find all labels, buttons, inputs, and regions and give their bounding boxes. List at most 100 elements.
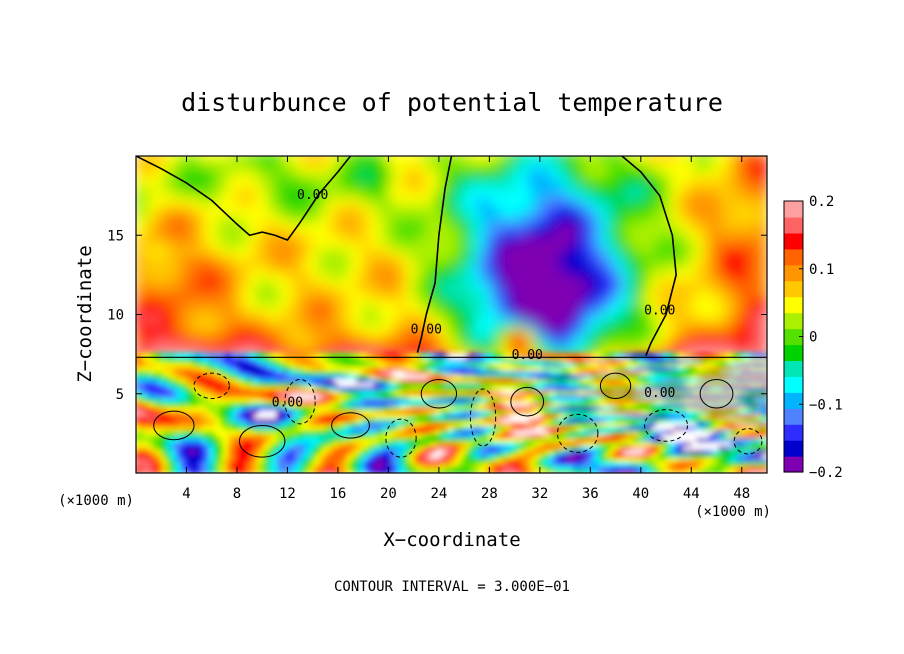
field-cell — [431, 208, 440, 218]
field-cell — [633, 348, 642, 357]
field-cell — [271, 424, 279, 431]
field-cell — [377, 372, 385, 379]
field-cell — [289, 368, 297, 375]
field-cell — [316, 408, 323, 415]
field-cell — [248, 278, 257, 287]
field-cell — [373, 412, 380, 419]
field-cell — [450, 253, 459, 262]
field-cell — [570, 227, 579, 237]
field-cell — [286, 221, 295, 230]
field-cell — [218, 420, 226, 427]
field-cell — [185, 183, 194, 192]
field-cell — [305, 316, 314, 326]
field-cell — [349, 329, 358, 338]
field-cell — [342, 448, 350, 455]
field-cell — [174, 420, 182, 427]
field-cell — [271, 380, 279, 387]
field-cell — [136, 468, 142, 473]
field-cell — [608, 158, 617, 167]
field-cell — [254, 416, 261, 423]
field-cell — [595, 177, 604, 186]
field-cell — [639, 227, 649, 237]
field-cell — [715, 196, 724, 205]
field-cell — [249, 380, 257, 387]
field-cell — [589, 202, 598, 211]
field-cell — [229, 297, 238, 306]
field-cell — [241, 380, 248, 387]
field-cell — [245, 412, 252, 419]
field-cell — [381, 348, 390, 357]
field-cell — [148, 428, 155, 435]
field-cell — [311, 384, 319, 391]
field-cell — [614, 196, 623, 205]
field-cell — [690, 253, 699, 262]
field-cell — [387, 202, 396, 211]
field-cell — [139, 468, 146, 473]
field-cell — [201, 416, 208, 423]
field-cell — [316, 400, 323, 407]
field-cell — [347, 456, 354, 463]
field-cell — [589, 284, 598, 294]
field-cell — [734, 316, 743, 326]
field-cell — [170, 444, 177, 451]
field-cell — [311, 323, 320, 332]
field-cell — [235, 278, 245, 287]
field-cell — [671, 208, 680, 218]
field-cell — [450, 246, 459, 256]
field-cell — [223, 196, 232, 205]
field-cell — [254, 240, 264, 249]
field-cell — [475, 164, 485, 173]
field-cell — [248, 335, 257, 345]
field-cell — [267, 303, 276, 313]
field-cell — [311, 284, 320, 294]
field-cell — [658, 253, 668, 262]
field-cell — [210, 400, 217, 407]
field-cell — [254, 396, 261, 403]
field-cell — [677, 284, 686, 294]
field-cell — [652, 240, 661, 249]
field-cell — [317, 177, 327, 186]
field-cell — [302, 444, 310, 451]
field-cell — [412, 253, 421, 262]
field-cell — [728, 272, 737, 281]
field-cell — [557, 297, 567, 306]
field-cell — [526, 323, 535, 332]
field-cell — [191, 170, 201, 180]
field-cell — [412, 278, 421, 287]
field-cell — [614, 177, 623, 186]
field-cell — [475, 316, 485, 326]
field-cell — [330, 310, 339, 319]
field-cell — [153, 323, 163, 332]
field-cell — [564, 348, 573, 357]
field-cell — [369, 357, 376, 364]
field-cell — [258, 456, 266, 463]
field-cell — [728, 221, 737, 230]
field-cell — [759, 323, 767, 332]
field-cell — [205, 392, 213, 399]
field-cell — [210, 448, 217, 455]
field-cell — [136, 448, 142, 455]
field-cell — [513, 215, 522, 224]
field-cell — [652, 156, 661, 161]
field-cell — [406, 202, 415, 211]
field-cell — [241, 392, 248, 399]
field-cell — [223, 460, 230, 467]
field-cell — [444, 329, 453, 338]
field-cell — [302, 420, 310, 427]
field-cell — [576, 310, 586, 319]
field-cell — [201, 428, 208, 435]
field-cell — [412, 156, 421, 161]
field-cell — [136, 424, 142, 431]
field-cell — [185, 291, 194, 300]
field-cell — [620, 335, 630, 345]
field-cell — [709, 329, 718, 338]
field-cell — [639, 329, 649, 338]
field-cell — [482, 156, 491, 161]
field-cell — [229, 310, 238, 319]
field-cell — [715, 303, 724, 313]
field-cell — [174, 400, 182, 407]
field-cell — [658, 156, 668, 161]
field-cell — [196, 376, 204, 383]
field-cell — [232, 444, 239, 451]
field-cell — [627, 177, 636, 186]
